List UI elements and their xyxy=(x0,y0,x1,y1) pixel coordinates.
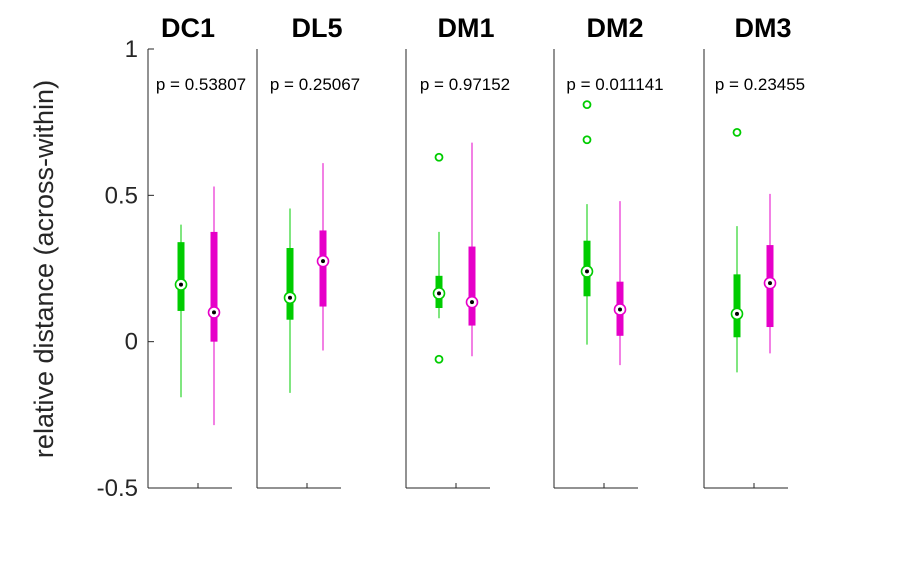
panels: 1 0.5 0 -0.5 DC1 p = 0.53807 DL5 p = 0.25067 DM1… xyxy=(97,13,806,502)
median-dot xyxy=(179,282,183,287)
iqr-box xyxy=(319,230,327,307)
median-dot xyxy=(585,269,589,274)
iqr-box xyxy=(468,246,476,326)
outlier-point xyxy=(582,100,592,110)
panel-dc1: DC1 p = 0.53807 xyxy=(147,13,246,489)
median-dot xyxy=(768,281,772,286)
iqr-box xyxy=(733,274,741,338)
iqr-box xyxy=(286,248,294,320)
box-1 xyxy=(174,224,188,398)
box-2 xyxy=(465,142,479,357)
box-1 xyxy=(580,100,594,345)
panel-dm3: DM3 p = 0.23455 xyxy=(703,13,805,489)
median-dot xyxy=(321,259,325,264)
median-dot xyxy=(735,311,739,316)
p-value-label: p = 0.97152 xyxy=(420,75,510,94)
y-axis-label: relative distance (across-within) xyxy=(29,80,59,458)
panel-dm2: DM2 p = 0.011141 xyxy=(553,13,664,489)
box-2 xyxy=(207,186,221,426)
panel-title: DM3 xyxy=(734,13,791,43)
median-dot xyxy=(288,295,292,300)
y-tick-label: -0.5 xyxy=(97,475,138,502)
p-value-label: p = 0.53807 xyxy=(156,75,246,94)
panel-dl5: DL5 p = 0.25067 xyxy=(256,13,360,489)
panel-dm1: DM1 p = 0.97152 xyxy=(405,13,510,489)
p-value-label: p = 0.011141 xyxy=(566,75,663,94)
y-tick-label: 0 xyxy=(125,329,138,356)
median-dot xyxy=(470,300,474,305)
p-value-label: p = 0.25067 xyxy=(270,75,360,94)
iqr-box xyxy=(210,231,218,342)
outlier-point xyxy=(434,354,444,364)
panel-title: DL5 xyxy=(291,13,342,43)
panel-title: DM1 xyxy=(437,13,494,43)
median-dot xyxy=(618,307,622,312)
iqr-box xyxy=(177,242,185,311)
outlier-point xyxy=(732,128,742,137)
outlier-point xyxy=(434,152,444,162)
panel-title: DC1 xyxy=(161,13,215,43)
y-tick-label: 1 xyxy=(125,36,138,63)
box-1 xyxy=(730,128,744,373)
box-1 xyxy=(432,152,446,364)
box-2 xyxy=(316,163,330,351)
y-tick-label: 0.5 xyxy=(105,182,138,209)
p-value-label: p = 0.23455 xyxy=(715,75,805,94)
box-1 xyxy=(283,208,297,393)
median-dot xyxy=(437,291,441,296)
box-2 xyxy=(763,193,777,354)
median-dot xyxy=(212,310,216,315)
box-2 xyxy=(613,201,627,366)
outlier-point xyxy=(582,135,592,145)
panel-title: DM2 xyxy=(586,13,643,43)
